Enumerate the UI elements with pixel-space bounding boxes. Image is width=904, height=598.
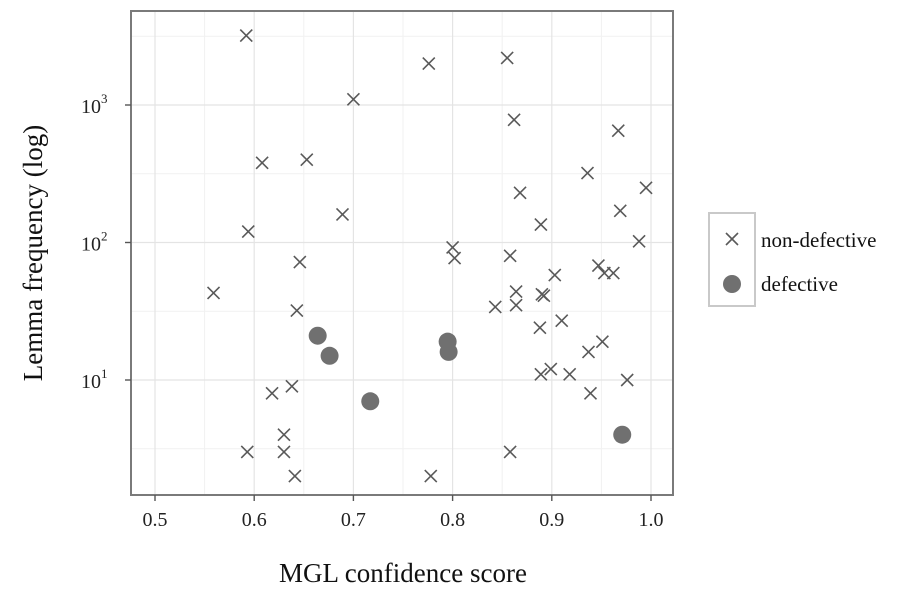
point-non-defective (300, 153, 314, 167)
point-non-defective (346, 92, 360, 106)
point-non-defective (277, 428, 291, 442)
gridlines (131, 11, 673, 495)
point-non-defective (503, 249, 517, 263)
point-non-defective (206, 286, 221, 300)
y-tick-label: 10 1 (81, 366, 108, 393)
y-tick-label-base: 10 (81, 96, 101, 118)
point-non-defective (255, 156, 269, 170)
y-tick-label-base: 10 (81, 371, 101, 393)
point-non-defective (335, 207, 350, 221)
x-tick-label: 0.7 (341, 509, 366, 531)
point-non-defective (563, 367, 577, 381)
point-non-defective (285, 379, 299, 393)
legend-label-defective: defective (761, 272, 838, 296)
legend-circle-icon (723, 275, 741, 293)
point-non-defective (580, 166, 595, 180)
point-non-defective (583, 386, 598, 400)
y-tick-label-base: 10 (81, 234, 101, 256)
point-non-defective (581, 345, 596, 359)
point-non-defective (595, 335, 609, 349)
point-non-defective (544, 362, 558, 376)
point-non-defective (509, 284, 523, 299)
point-non-defective (513, 186, 527, 200)
point-defective (613, 425, 632, 444)
point-non-defective (639, 181, 653, 195)
point-defective (439, 342, 458, 361)
y-axis-title: Lemma frequency (log) (18, 125, 48, 381)
point-non-defective (591, 258, 605, 273)
point-non-defective (446, 240, 460, 255)
point-defective (308, 326, 327, 345)
point-non-defective (548, 268, 562, 282)
point-non-defective (293, 255, 307, 269)
point-non-defective (509, 298, 523, 312)
x-tick-label: 0.6 (242, 509, 267, 531)
point-non-defective (503, 445, 517, 459)
point-non-defective (290, 303, 304, 318)
legend: non-defective defective (708, 212, 876, 307)
y-tick-label-exponent: 3 (101, 91, 108, 106)
legend-key-defective (723, 275, 741, 293)
point-non-defective (632, 234, 646, 248)
point-non-defective (277, 445, 291, 459)
point-non-defective (555, 314, 569, 328)
y-tick-label: 10 3 (81, 91, 108, 118)
plot-panel-border (130, 10, 674, 496)
data-points (206, 28, 653, 483)
point-non-defective (488, 300, 502, 314)
point-non-defective (424, 469, 438, 483)
legend-cross-icon (725, 232, 739, 246)
point-defective (361, 392, 380, 411)
point-non-defective (613, 204, 627, 218)
point-non-defective (537, 289, 551, 303)
point-non-defective (611, 124, 625, 138)
legend-label-non-defective: non-defective (761, 228, 876, 252)
y-tick-label-exponent: 1 (101, 366, 108, 381)
y-tick-label: 10 2 (81, 229, 108, 256)
point-non-defective (241, 225, 255, 239)
point-non-defective (239, 28, 253, 43)
point-non-defective (422, 57, 436, 71)
point-non-defective (500, 51, 514, 65)
point-non-defective (597, 266, 611, 280)
point-defective (320, 346, 339, 365)
x-tick-label: 1.0 (639, 509, 664, 531)
point-non-defective (533, 321, 547, 335)
y-tick-label-exponent: 2 (101, 229, 108, 244)
point-non-defective (265, 386, 279, 400)
point-non-defective (620, 373, 634, 387)
point-non-defective (240, 445, 254, 459)
x-axis-ticks: 0.5 0.6 0.7 0.8 0.9 1.0 (143, 495, 664, 531)
x-tick-label: 0.9 (539, 509, 564, 531)
point-non-defective (534, 218, 548, 232)
point-non-defective (448, 251, 462, 265)
x-tick-label: 0.5 (143, 509, 168, 531)
point-non-defective (507, 113, 521, 127)
point-non-defective (534, 367, 548, 381)
x-axis-title: MGL confidence score (279, 558, 527, 588)
point-non-defective (288, 469, 302, 483)
legend-key-non-defective (725, 232, 739, 246)
x-tick-label: 0.8 (440, 509, 465, 531)
